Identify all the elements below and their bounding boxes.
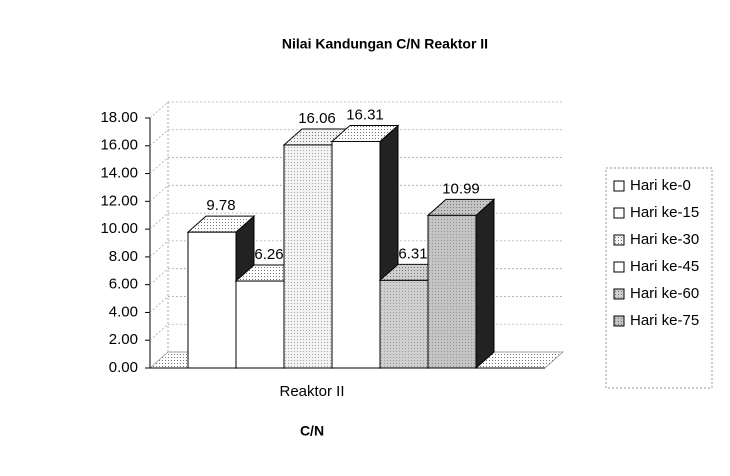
grid-line — [149, 184, 563, 202]
y-tick-label: 6.00 — [109, 276, 138, 293]
legend-box — [605, 167, 713, 389]
legend-swatch — [613, 261, 625, 273]
y-tick-label: 4.00 — [109, 303, 138, 320]
legend-label: Hari ke-75 — [630, 312, 699, 329]
grid-line — [149, 323, 563, 341]
y-tick-label: 8.00 — [109, 248, 138, 265]
bar-top-texture — [428, 199, 494, 216]
bar-texture — [284, 144, 332, 368]
legend-swatch — [613, 180, 625, 192]
bar — [426, 198, 496, 370]
y-tick-label: 0.00 — [109, 359, 138, 376]
value-label: 6.26 — [254, 246, 283, 263]
x-tick-label: Reaktor II — [279, 383, 344, 400]
legend-label: Hari ke-0 — [630, 177, 691, 194]
grid-line — [149, 296, 563, 313]
bar-front — [235, 280, 285, 369]
grid-line — [149, 351, 563, 369]
grid-line — [149, 240, 563, 258]
y-tick-label: 16.00 — [100, 137, 138, 154]
legend-swatch — [613, 207, 625, 219]
bar-texture — [380, 280, 428, 368]
legend-swatch-texture — [614, 316, 624, 326]
x-axis-title: C/N — [300, 423, 324, 439]
y-tick-label: 14.00 — [100, 165, 138, 182]
grid-line — [149, 101, 563, 119]
grid-line — [149, 129, 563, 147]
legend-label: Hari ke-30 — [630, 231, 699, 248]
legend-label: Hari ke-60 — [630, 285, 699, 302]
bar-top-texture — [332, 125, 398, 142]
value-label: 10.99 — [442, 180, 480, 197]
bar-texture — [428, 215, 476, 368]
chart-title: Nilai Kandungan C/N Reaktor II — [282, 36, 488, 52]
value-label: 16.31 — [346, 106, 384, 123]
y-tick-label: 2.00 — [109, 331, 138, 348]
value-label: 16.06 — [298, 110, 336, 127]
legend-swatch-texture — [614, 289, 624, 299]
legend-label: Hari ke-15 — [630, 204, 699, 221]
value-label: 9.78 — [206, 197, 235, 214]
value-label: 6.31 — [398, 245, 427, 262]
grid-line — [149, 268, 563, 285]
bar-front — [331, 140, 381, 369]
y-tick-label: 10.00 — [100, 220, 138, 237]
y-tick-label: 18.00 — [100, 109, 138, 126]
bar-side — [475, 198, 495, 370]
y-tick-label: 12.00 — [100, 192, 138, 209]
grid-line — [149, 157, 563, 174]
bar-top-texture — [188, 216, 254, 233]
legend-label: Hari ke-45 — [630, 258, 699, 275]
bar-front — [187, 231, 237, 369]
grid-line — [149, 212, 563, 230]
legend-swatch-texture — [614, 235, 624, 245]
